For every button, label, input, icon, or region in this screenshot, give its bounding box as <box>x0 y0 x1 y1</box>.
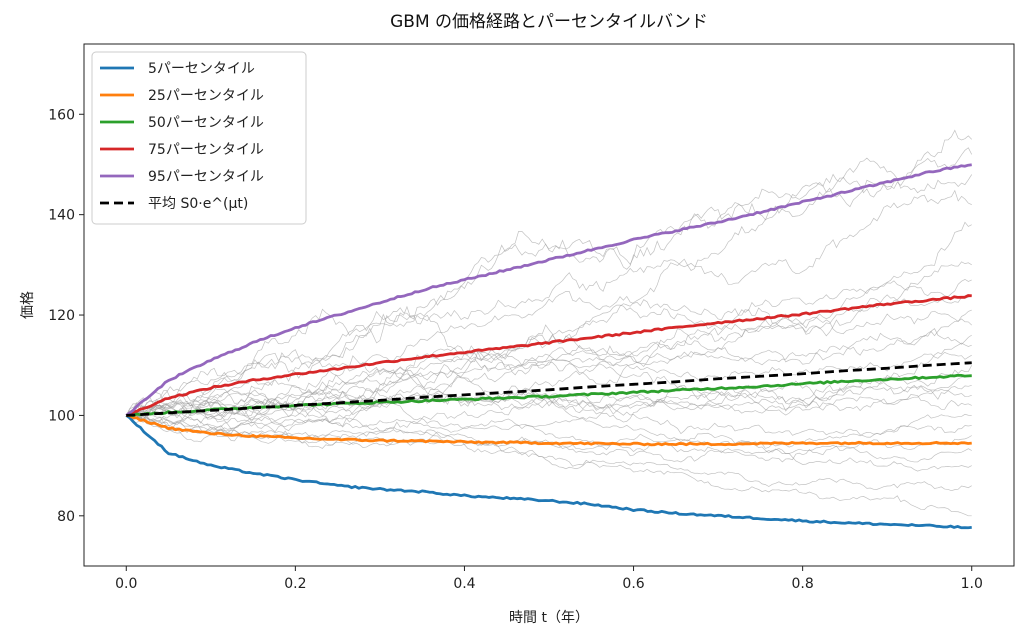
legend-label: 平均 S0·e^(μt) <box>148 196 248 212</box>
legend-label: 5パーセンタイル <box>148 61 255 77</box>
legend-box <box>91 51 307 225</box>
plot-frame <box>83 43 1015 567</box>
series-line <box>126 414 972 447</box>
sample-path <box>126 380 972 434</box>
x-tick-label: 0.4 <box>453 576 475 592</box>
series-line <box>125 414 972 530</box>
x-axis-label: 時間 t（年） <box>509 610 589 626</box>
sample-path <box>126 189 972 416</box>
sample-path <box>126 328 972 419</box>
sample-path <box>126 351 972 419</box>
sample-path <box>125 173 973 416</box>
y-tick-label: 140 <box>48 208 75 224</box>
y-tick-label: 160 <box>48 107 75 123</box>
y-tick-label: 80 <box>57 509 75 525</box>
y-tick-label: 100 <box>48 408 75 424</box>
x-axis-ticks: 0.0 0.2 0.4 0.6 0.8 1.0 <box>115 566 983 592</box>
series-line <box>126 361 972 417</box>
sample-path <box>126 413 972 454</box>
sample-path <box>126 363 973 430</box>
legend: 5パーセンタイル 25パーセンタイル 50パーセンタイル 75パーセンタイル 95パーセ… <box>91 51 307 225</box>
sample-path <box>126 374 972 431</box>
legend-label: 50パーセンタイル <box>148 115 264 131</box>
x-tick-label: 0.6 <box>622 576 644 592</box>
legend-label: 25パーセンタイル <box>148 88 264 104</box>
legend-label: 75パーセンタイル <box>148 142 264 158</box>
sample-path <box>126 394 972 451</box>
series-line <box>125 163 972 417</box>
sample-path <box>126 415 972 517</box>
series-lines <box>125 163 972 530</box>
series-line <box>125 294 972 417</box>
y-tick-label: 120 <box>48 308 75 324</box>
x-tick-label: 0.0 <box>115 576 137 592</box>
x-tick-label: 1.0 <box>961 576 983 592</box>
x-tick-label: 0.8 <box>792 576 814 592</box>
y-axis-ticks: 80 100 120 140 160 <box>48 107 84 525</box>
sample-path <box>126 388 972 427</box>
chart-title: GBM の価格経路とパーセンタイルバンド <box>390 12 708 32</box>
y-axis-label: 価格 <box>20 291 36 319</box>
legend-label: 95パーセンタイル <box>148 169 264 185</box>
sample-path <box>126 294 972 416</box>
sample-path <box>126 221 972 421</box>
sample-path <box>126 261 972 418</box>
sample-path <box>126 414 972 492</box>
x-tick-label: 0.2 <box>284 576 306 592</box>
